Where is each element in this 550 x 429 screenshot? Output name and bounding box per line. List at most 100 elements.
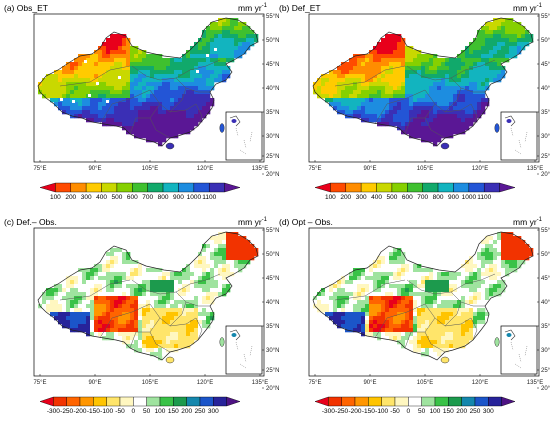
grid-cell (86, 98, 91, 103)
grid-cell (70, 74, 75, 79)
grid-cell (210, 58, 215, 63)
grid-cell (517, 22, 522, 27)
grid-cell (218, 58, 223, 63)
grid-cell (461, 54, 466, 59)
grid-cell (82, 268, 87, 273)
grid-cell (389, 296, 394, 301)
grid-cell (154, 110, 159, 115)
grid-cell (437, 138, 442, 143)
grid-cell (353, 70, 358, 75)
grid-cell (393, 114, 398, 119)
grid-cell (70, 78, 75, 83)
grid-cell (401, 94, 406, 99)
grid-cell (62, 74, 67, 79)
grid-cell (317, 82, 322, 87)
grid-cell (385, 74, 390, 79)
grid-cell (202, 110, 207, 115)
grid-cell (473, 288, 478, 293)
grid-cell (401, 90, 406, 95)
grid-cell (333, 284, 338, 289)
grid-cell (397, 320, 402, 325)
south-china-sea-inset (225, 325, 263, 375)
grid-cell (134, 264, 139, 269)
grid-cell (130, 90, 135, 95)
grid-cell (226, 264, 231, 269)
grid-cell (98, 296, 103, 301)
grid-cell (437, 312, 442, 317)
grid-cell (218, 26, 223, 31)
grid-cell (150, 344, 155, 349)
grid-cell (102, 94, 107, 99)
grid-cell (405, 70, 410, 75)
grid-cell (393, 328, 398, 333)
grid-cell (417, 348, 422, 353)
grid-cell (441, 340, 446, 345)
grid-cell (465, 62, 470, 67)
grid-cell (357, 62, 362, 67)
lon-tick-label: 105°E (142, 166, 158, 172)
grid-cell (150, 284, 155, 289)
grid-cell (461, 110, 466, 115)
grid-cell (361, 308, 366, 313)
grid-cell (230, 22, 235, 27)
panel-unit: mm yr-1 (238, 3, 267, 13)
grid-cell (429, 284, 434, 289)
grid-cell (381, 94, 386, 99)
colorbar-swatch (224, 182, 241, 193)
grid-cell (102, 66, 107, 71)
grid-cell (198, 320, 203, 325)
grid-cell (222, 248, 227, 253)
grid-cell (409, 272, 414, 277)
grid-cell (485, 66, 490, 71)
grid-cell (509, 42, 514, 47)
grid-cell (138, 300, 143, 305)
grid-cell (234, 54, 239, 59)
grid-cell (337, 102, 342, 107)
grid-cell (138, 312, 143, 317)
grid-cell (377, 46, 382, 51)
grid-cell (465, 324, 470, 329)
grid-cell (138, 122, 143, 127)
grid-cell (425, 284, 430, 289)
grid-cell (513, 248, 518, 253)
grid-cell (182, 284, 187, 289)
grid-cell (50, 94, 55, 99)
grid-cell (405, 264, 410, 269)
grid-cell (325, 82, 330, 87)
grid-cell (50, 300, 55, 305)
colorbar-swatch (407, 182, 423, 193)
grid-cell (102, 98, 107, 103)
grid-cell (158, 328, 163, 333)
grid-cell (174, 90, 179, 95)
grid-cell (58, 284, 63, 289)
grid-cell (174, 122, 179, 127)
grid-cell (150, 336, 155, 341)
grid-cell (206, 252, 211, 257)
grid-cell (393, 90, 398, 95)
grid-cell (102, 276, 107, 281)
grid-cell (421, 352, 426, 357)
grid-cell (401, 66, 406, 71)
grid-cell (485, 268, 490, 273)
grid-cell (397, 70, 402, 75)
grid-cell (154, 62, 159, 67)
grid-cell (50, 296, 55, 301)
grid-cell (349, 114, 354, 119)
grid-cell (222, 50, 227, 55)
grid-cell (82, 106, 87, 111)
colorbar-label: -150 (362, 408, 375, 415)
grid-cell (413, 324, 418, 329)
grid-cell (425, 340, 430, 345)
colorbar-label: -250 (60, 408, 73, 415)
grid-cell (393, 284, 398, 289)
grid-cell (194, 280, 199, 285)
grid-cell (377, 102, 382, 107)
grid-cell (385, 62, 390, 67)
grid-cell (465, 336, 470, 341)
lat-tick-label: 35°N (541, 110, 550, 116)
grid-cell (457, 118, 462, 123)
colorbar-swatch (173, 396, 187, 407)
grid-cell (246, 240, 251, 245)
grid-cell (501, 58, 506, 63)
grid-cell (186, 62, 191, 67)
